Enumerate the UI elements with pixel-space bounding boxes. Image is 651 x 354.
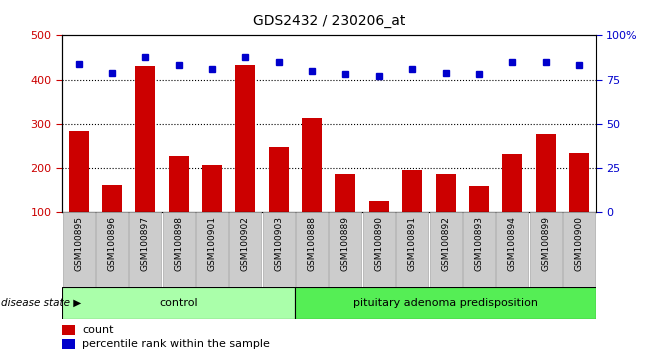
Text: GSM100893: GSM100893 — [475, 216, 484, 271]
Bar — [369, 201, 389, 257]
Text: GSM100888: GSM100888 — [307, 216, 316, 271]
Text: GSM100900: GSM100900 — [574, 216, 583, 271]
Bar — [102, 185, 122, 257]
Bar — [263, 212, 295, 287]
Text: GSM100891: GSM100891 — [408, 216, 417, 271]
Text: control: control — [159, 298, 198, 308]
Text: GSM100902: GSM100902 — [241, 216, 250, 271]
Text: GSM100898: GSM100898 — [174, 216, 183, 271]
Bar — [496, 212, 528, 287]
Bar — [563, 212, 595, 287]
Bar — [269, 147, 289, 257]
Text: GSM100889: GSM100889 — [341, 216, 350, 271]
Bar — [135, 67, 155, 257]
Text: GSM100895: GSM100895 — [74, 216, 83, 271]
Bar — [130, 212, 161, 287]
Text: pituitary adenoma predisposition: pituitary adenoma predisposition — [353, 298, 538, 308]
Bar — [463, 212, 495, 287]
Bar — [236, 65, 255, 257]
Bar — [169, 156, 189, 257]
Text: GSM100899: GSM100899 — [541, 216, 550, 271]
Bar — [569, 153, 589, 257]
Text: GDS2432 / 230206_at: GDS2432 / 230206_at — [253, 14, 405, 28]
Bar — [436, 175, 456, 257]
Bar — [96, 212, 128, 287]
Bar — [335, 175, 355, 257]
Bar — [62, 212, 94, 287]
Text: GSM100901: GSM100901 — [208, 216, 217, 271]
Text: disease state ▶: disease state ▶ — [1, 298, 81, 308]
Bar — [396, 212, 428, 287]
Text: GSM100903: GSM100903 — [274, 216, 283, 271]
Bar — [329, 212, 361, 287]
Bar — [68, 131, 89, 257]
Text: GSM100896: GSM100896 — [107, 216, 117, 271]
Bar — [503, 154, 522, 257]
Bar — [62, 325, 75, 335]
Text: GSM100897: GSM100897 — [141, 216, 150, 271]
Text: GSM100892: GSM100892 — [441, 216, 450, 271]
Bar — [530, 212, 562, 287]
Bar — [229, 212, 261, 287]
Bar — [302, 118, 322, 257]
Bar — [62, 287, 296, 319]
Text: GSM100894: GSM100894 — [508, 216, 517, 271]
Bar — [469, 186, 489, 257]
Bar — [62, 339, 75, 349]
Bar — [296, 212, 328, 287]
Bar — [163, 212, 195, 287]
Text: count: count — [83, 325, 114, 335]
Text: GSM100890: GSM100890 — [374, 216, 383, 271]
Bar — [363, 212, 395, 287]
Bar — [402, 170, 422, 257]
Bar — [296, 287, 596, 319]
Text: percentile rank within the sample: percentile rank within the sample — [83, 339, 270, 349]
Bar — [202, 166, 222, 257]
Bar — [430, 212, 462, 287]
Bar — [536, 133, 556, 257]
Bar — [196, 212, 228, 287]
